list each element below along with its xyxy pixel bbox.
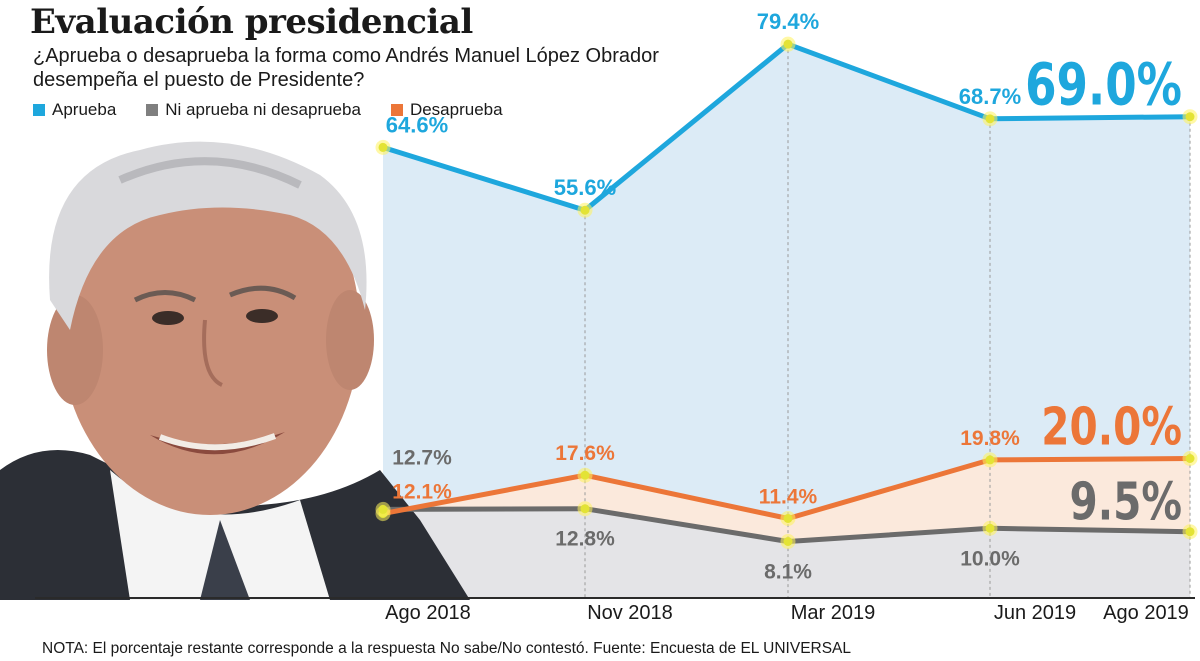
point-desaprueba-4 [1185, 454, 1195, 463]
point-ni-aprueba-2 [783, 537, 793, 547]
x-tick-label-0: Ago 2018 [385, 602, 471, 624]
legend-item-ni-aprueba: Ni aprueba ni desaprueba [146, 100, 361, 120]
data-label-ni-aprueba-3: 10.0% [960, 547, 1020, 570]
data-label-ni-aprueba-4: 9.5% [1070, 472, 1182, 532]
data-label-aprueba-3: 68.7% [959, 84, 1021, 109]
grid-lines [584, 44, 1191, 598]
legend-swatch-ni-aprueba [146, 104, 159, 116]
x-tick-labels: Ago 2018 Nov 2018 Mar 2019 Jun 2019 Ago 2019 [385, 602, 1189, 624]
x-tick-label-2: Mar 2019 [791, 602, 876, 624]
x-tick-label-4: Ago 2019 [1103, 602, 1189, 624]
legend-label-aprueba: Aprueba [52, 100, 117, 119]
point-aprueba-1 [580, 205, 590, 215]
data-label-aprueba-4: 69.0% [1025, 52, 1182, 119]
portrait-photo [0, 141, 470, 600]
data-label-desaprueba-1: 17.6% [555, 442, 615, 465]
data-label-desaprueba-3: 19.8% [960, 427, 1020, 450]
point-ni-aprueba-3 [985, 523, 995, 533]
chart-subtitle: ¿Aprueba o desaprueba la forma como Andr… [33, 45, 659, 91]
point-ni-aprueba-1 [580, 504, 590, 514]
point-ni-aprueba-4 [1185, 527, 1195, 537]
legend: Aprueba Ni aprueba ni desaprueba Desapru… [33, 100, 503, 120]
point-aprueba-4 [1185, 112, 1195, 122]
data-label-aprueba-1: 55.6% [554, 175, 616, 200]
x-tick-label-3: Jun 2019 [994, 602, 1076, 624]
point-ni-aprueba-0 [378, 504, 388, 514]
footnote: NOTA: El porcentaje restante corresponde… [42, 640, 852, 657]
page-title: Evaluación presidencial [30, 2, 473, 42]
legend-label-desaprueba: Desaprueba [409, 100, 503, 119]
legend-label-ni-aprueba: Ni aprueba ni desaprueba [165, 100, 361, 119]
legend-swatch-desaprueba [390, 104, 403, 116]
point-desaprueba-3 [985, 455, 995, 465]
legend-swatch-aprueba [33, 104, 45, 116]
data-label-desaprueba-2: 11.4% [759, 485, 818, 508]
data-label-ni-aprueba-1: 12.8% [555, 528, 615, 551]
data-label-aprueba-2: 79.4% [757, 9, 819, 34]
point-desaprueba-1 [580, 470, 590, 480]
data-label-ni-aprueba-0: 12.7% [392, 446, 452, 469]
point-desaprueba-2 [783, 513, 793, 523]
data-labels: 64.6% 55.6% 79.4% 68.7% 69.0% 12.1% 17.6% 11.4%… [386, 9, 1182, 583]
point-aprueba-3 [985, 114, 995, 124]
x-tick-label-1: Nov 2018 [587, 602, 673, 624]
data-label-desaprueba-4: 20.0% [1041, 397, 1182, 457]
data-label-ni-aprueba-2: 8.1% [764, 561, 812, 584]
data-label-desaprueba-0: 12.1% [392, 481, 452, 504]
legend-item-desaprueba: Desaprueba [390, 100, 503, 120]
point-aprueba-2 [783, 39, 793, 49]
legend-item-aprueba: Aprueba [33, 100, 116, 120]
data-points [375, 36, 1198, 550]
data-label-aprueba-0: 64.6% [386, 112, 448, 137]
point-aprueba-0 [378, 142, 388, 152]
